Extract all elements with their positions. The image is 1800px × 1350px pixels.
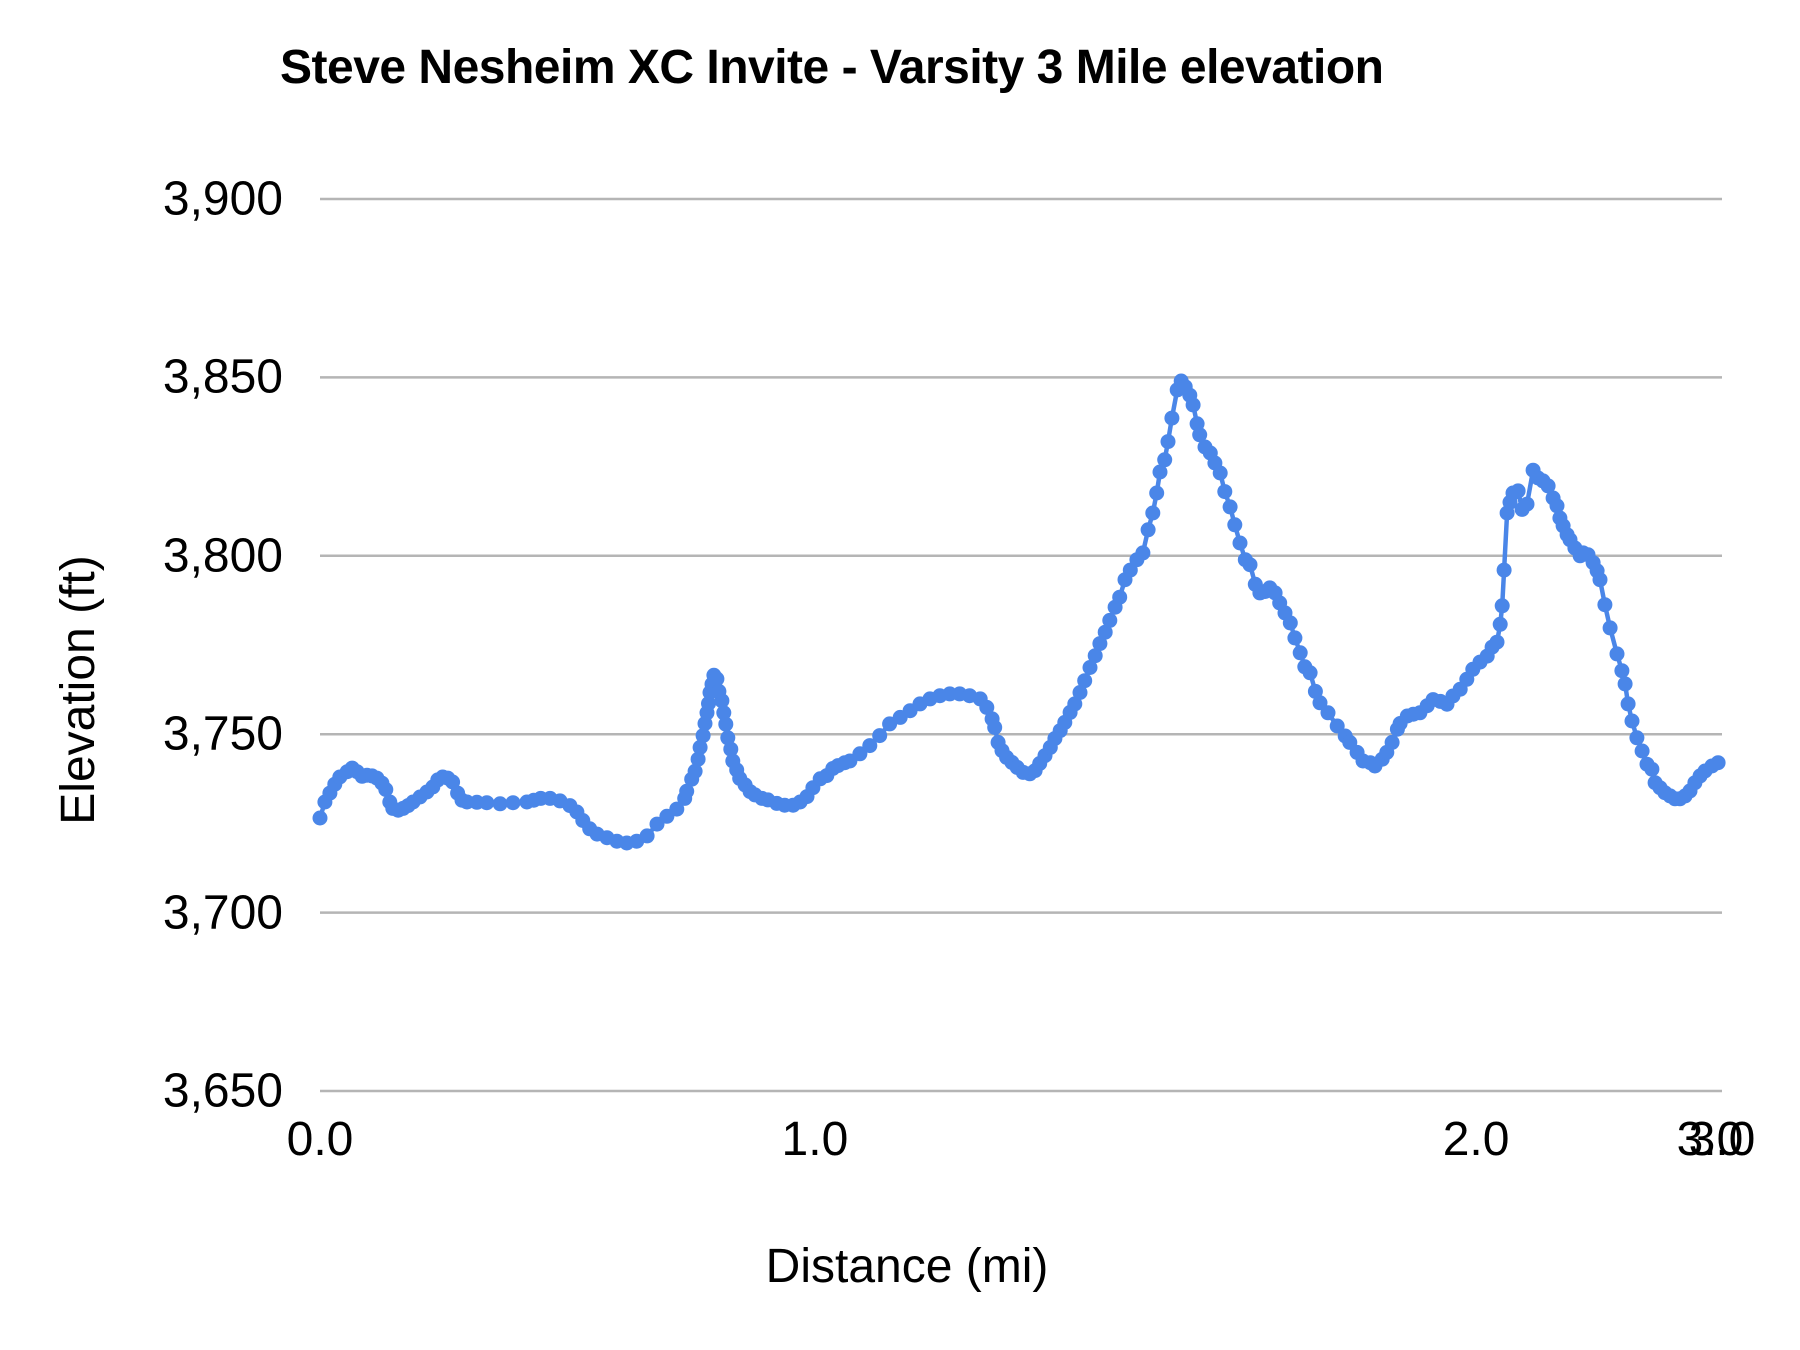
- data-point-marker: [1282, 615, 1298, 631]
- data-point-marker: [1164, 410, 1180, 426]
- data-point-marker: [1629, 730, 1645, 746]
- data-point-marker: [1212, 465, 1228, 481]
- data-point-marker: [987, 719, 1003, 735]
- data-point-marker: [1232, 535, 1248, 551]
- data-point-marker: [690, 751, 706, 767]
- data-point-marker: [1617, 676, 1633, 692]
- data-point-marker: [1145, 505, 1161, 521]
- data-point-marker: [720, 730, 736, 746]
- data-point-marker: [1510, 483, 1526, 499]
- data-point-marker: [701, 696, 716, 711]
- data-point-marker: [1192, 427, 1208, 443]
- data-point-marker: [1135, 545, 1151, 561]
- data-point-marker: [505, 795, 521, 811]
- data-point-marker: [1609, 646, 1625, 662]
- y-tick-label: 3,650: [162, 1064, 283, 1118]
- data-point-marker: [1149, 485, 1165, 501]
- data-point-marker: [479, 795, 495, 811]
- data-point-marker: [1329, 718, 1345, 734]
- data-point-marker: [492, 796, 508, 812]
- data-point-marker: [1320, 705, 1336, 721]
- data-point-marker: [1634, 743, 1650, 759]
- data-point-marker: [692, 739, 708, 755]
- data-point-marker: [1307, 683, 1323, 699]
- data-point-marker: [1222, 499, 1238, 515]
- data-point-marker: [669, 801, 685, 817]
- data-point-marker: [1067, 696, 1083, 712]
- data-point-marker: [872, 728, 888, 744]
- x-axis-title-text: Distance (mi): [765, 1239, 1049, 1293]
- data-point-marker: [723, 741, 739, 757]
- data-point-marker: [714, 693, 730, 709]
- data-point-marker: [1597, 597, 1613, 613]
- data-point-marker: [1077, 673, 1093, 689]
- data-point-marker: [1519, 496, 1535, 512]
- data-point-marker: [1292, 645, 1308, 661]
- data-point-marker: [1242, 557, 1258, 573]
- data-point-marker: [1227, 517, 1243, 533]
- data-point-marker: [1614, 663, 1630, 679]
- data-point-marker: [1097, 624, 1113, 640]
- data-point-marker: [1082, 660, 1098, 675]
- data-point-marker: [1624, 713, 1640, 729]
- data-point-marker: [1312, 695, 1328, 711]
- data-point-marker: [1540, 478, 1556, 494]
- y-tick-label: 3,900: [162, 172, 283, 226]
- data-point-marker: [679, 783, 695, 799]
- data-point-marker: [1087, 648, 1103, 664]
- data-point-marker: [1160, 434, 1176, 450]
- data-point-marker: [1092, 636, 1108, 652]
- data-point-marker: [1217, 484, 1233, 500]
- data-point-marker: [1102, 612, 1118, 628]
- y-tick-label: 3,700: [162, 886, 283, 940]
- chart-title: Steve Nesheim XC Invite - Varsity 3 Mile…: [280, 41, 1384, 94]
- data-point-marker: [718, 716, 734, 732]
- data-point-marker: [1112, 589, 1128, 605]
- data-point-marker: [1602, 620, 1618, 636]
- data-point-marker: [1384, 734, 1400, 750]
- data-point-marker: [378, 782, 394, 797]
- data-point-marker: [1496, 562, 1512, 578]
- data-point-marker: [852, 746, 868, 762]
- data-point-marker: [1185, 397, 1201, 413]
- y-tick-label: 3,800: [162, 529, 283, 583]
- data-point-marker: [1152, 464, 1168, 480]
- data-point-marker: [1644, 761, 1660, 777]
- data-point-marker: [716, 705, 732, 721]
- data-point-marker: [1492, 616, 1508, 632]
- data-point-marker: [709, 671, 725, 687]
- data-point-marker: [639, 828, 655, 844]
- data-point-marker: [862, 738, 878, 754]
- data-point-marker: [1287, 630, 1303, 646]
- data-point-marker: [1140, 522, 1156, 538]
- data-point-marker: [312, 810, 328, 826]
- data-point-marker: [1620, 696, 1636, 712]
- data-point-marker: [695, 728, 711, 744]
- data-point-marker: [1710, 755, 1726, 771]
- y-tick-label: 3,750: [162, 707, 283, 761]
- data-point-marker: [1489, 634, 1505, 650]
- data-point-marker: [1549, 498, 1565, 514]
- data-point-marker: [1494, 598, 1510, 614]
- data-point-marker: [979, 699, 995, 715]
- data-point-marker: [687, 763, 703, 779]
- data-point-marker: [1302, 665, 1318, 681]
- y-tick-label: 3,850: [162, 350, 283, 404]
- data-point-marker: [1157, 452, 1173, 468]
- data-point-marker: [1592, 572, 1608, 588]
- data-point-marker: [1072, 685, 1088, 700]
